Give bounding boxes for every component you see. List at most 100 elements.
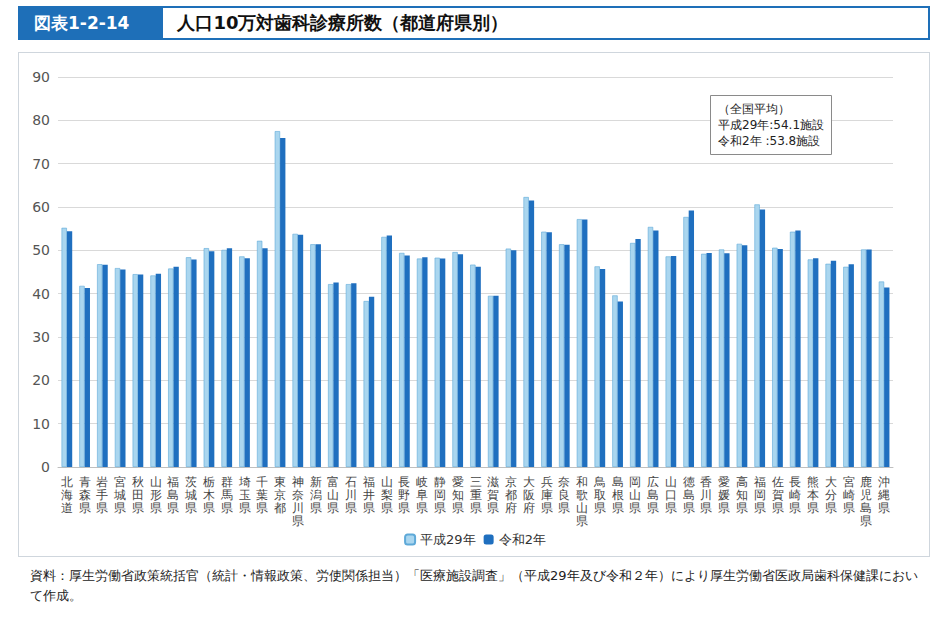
svg-text:山: 山 [381, 475, 393, 489]
svg-text:本: 本 [807, 488, 819, 502]
svg-text:熊: 熊 [807, 475, 819, 489]
svg-text:県: 県 [167, 501, 179, 515]
svg-text:40: 40 [32, 286, 50, 302]
svg-text:県: 県 [381, 501, 393, 515]
svg-text:県: 県 [363, 501, 375, 515]
svg-text:平成29年:54.1施設: 平成29年:54.1施設 [718, 118, 824, 132]
svg-text:県: 県 [203, 501, 215, 515]
svg-text:岩: 岩 [96, 475, 108, 489]
svg-text:県: 県 [843, 501, 855, 515]
svg-text:0: 0 [41, 459, 50, 475]
svg-text:福: 福 [167, 475, 179, 489]
svg-text:県: 県 [754, 501, 766, 515]
svg-text:神: 神 [292, 475, 304, 489]
svg-text:玉: 玉 [239, 488, 251, 502]
svg-text:県: 県 [345, 501, 357, 515]
svg-text:野: 野 [398, 488, 410, 502]
svg-text:岐: 岐 [416, 475, 428, 489]
svg-text:歌: 歌 [576, 488, 588, 502]
svg-text:県: 県 [860, 514, 872, 528]
svg-text:岡: 岡 [629, 475, 641, 489]
svg-text:梨: 梨 [381, 488, 393, 502]
svg-text:井: 井 [363, 488, 375, 502]
svg-text:佐: 佐 [772, 475, 784, 489]
svg-text:大: 大 [523, 475, 535, 489]
svg-text:川: 川 [700, 488, 712, 502]
svg-text:高: 高 [736, 475, 748, 489]
svg-text:媛: 媛 [718, 488, 730, 502]
svg-text:埼: 埼 [238, 475, 251, 489]
svg-text:20: 20 [32, 372, 50, 388]
svg-text:葉: 葉 [256, 488, 268, 502]
svg-text:山: 山 [576, 501, 588, 515]
svg-text:福: 福 [754, 475, 766, 489]
svg-text:県: 県 [221, 501, 233, 515]
svg-text:県: 県 [79, 501, 91, 515]
svg-text:県: 県 [239, 501, 251, 515]
svg-text:山: 山 [665, 475, 677, 489]
svg-text:県: 県 [576, 514, 588, 528]
svg-text:県: 県 [683, 501, 695, 515]
svg-text:都: 都 [505, 488, 517, 502]
svg-text:（全国平均）: （全国平均） [718, 102, 790, 116]
svg-text:県: 県 [292, 514, 304, 528]
svg-text:県: 県 [647, 501, 659, 515]
svg-text:賀: 賀 [487, 488, 499, 502]
svg-text:知: 知 [736, 488, 748, 502]
svg-text:府: 府 [505, 501, 517, 515]
svg-text:県: 県 [541, 501, 553, 515]
svg-text:賀: 賀 [772, 488, 784, 502]
svg-text:沖: 沖 [878, 475, 890, 489]
svg-text:県: 県 [825, 501, 837, 515]
svg-text:県: 県 [487, 501, 499, 515]
svg-text:島: 島 [612, 475, 624, 489]
svg-text:県: 県 [185, 501, 197, 515]
svg-text:県: 県 [452, 501, 464, 515]
svg-text:平成29年: 平成29年 [420, 532, 476, 547]
svg-text:島: 島 [647, 488, 659, 502]
svg-text:県: 県 [718, 501, 730, 515]
svg-text:阜: 阜 [416, 488, 428, 502]
svg-text:川: 川 [345, 488, 357, 502]
svg-text:山: 山 [150, 475, 162, 489]
svg-text:愛: 愛 [452, 475, 464, 489]
svg-text:山: 山 [327, 488, 339, 502]
svg-text:都: 都 [274, 501, 286, 515]
svg-text:北: 北 [61, 475, 73, 489]
svg-text:長: 長 [398, 475, 410, 489]
svg-text:県: 県 [807, 501, 819, 515]
svg-text:田: 田 [132, 488, 144, 502]
svg-text:県: 県 [150, 501, 162, 515]
svg-text:県: 県 [665, 501, 677, 515]
svg-text:手: 手 [96, 488, 108, 502]
svg-text:50: 50 [32, 242, 50, 258]
svg-text:奈: 奈 [558, 475, 570, 489]
svg-text:口: 口 [665, 488, 677, 502]
svg-text:県: 県 [96, 501, 108, 515]
svg-text:県: 県 [132, 501, 144, 515]
svg-text:秋: 秋 [132, 475, 144, 489]
svg-text:60: 60 [32, 199, 50, 215]
svg-text:道: 道 [61, 501, 73, 515]
svg-text:取: 取 [594, 488, 606, 502]
svg-text:森: 森 [79, 488, 91, 502]
svg-text:島: 島 [167, 488, 179, 502]
svg-text:長: 長 [789, 475, 801, 489]
svg-text:県: 県 [470, 501, 482, 515]
svg-text:崎: 崎 [789, 488, 801, 502]
svg-text:新: 新 [310, 475, 322, 489]
svg-text:香: 香 [700, 475, 712, 489]
svg-text:木: 木 [203, 488, 215, 502]
svg-text:県: 県 [594, 501, 606, 515]
svg-text:分: 分 [825, 488, 837, 502]
svg-text:県: 県 [878, 501, 890, 515]
svg-text:鳥: 鳥 [593, 475, 606, 489]
svg-text:城: 城 [184, 488, 197, 502]
svg-text:県: 県 [736, 501, 748, 515]
svg-text:宮: 宮 [114, 475, 126, 489]
svg-text:三: 三 [470, 475, 482, 489]
svg-text:庫: 庫 [541, 488, 553, 502]
svg-text:城: 城 [113, 488, 126, 502]
svg-text:福: 福 [363, 475, 375, 489]
svg-text:県: 県 [327, 501, 339, 515]
